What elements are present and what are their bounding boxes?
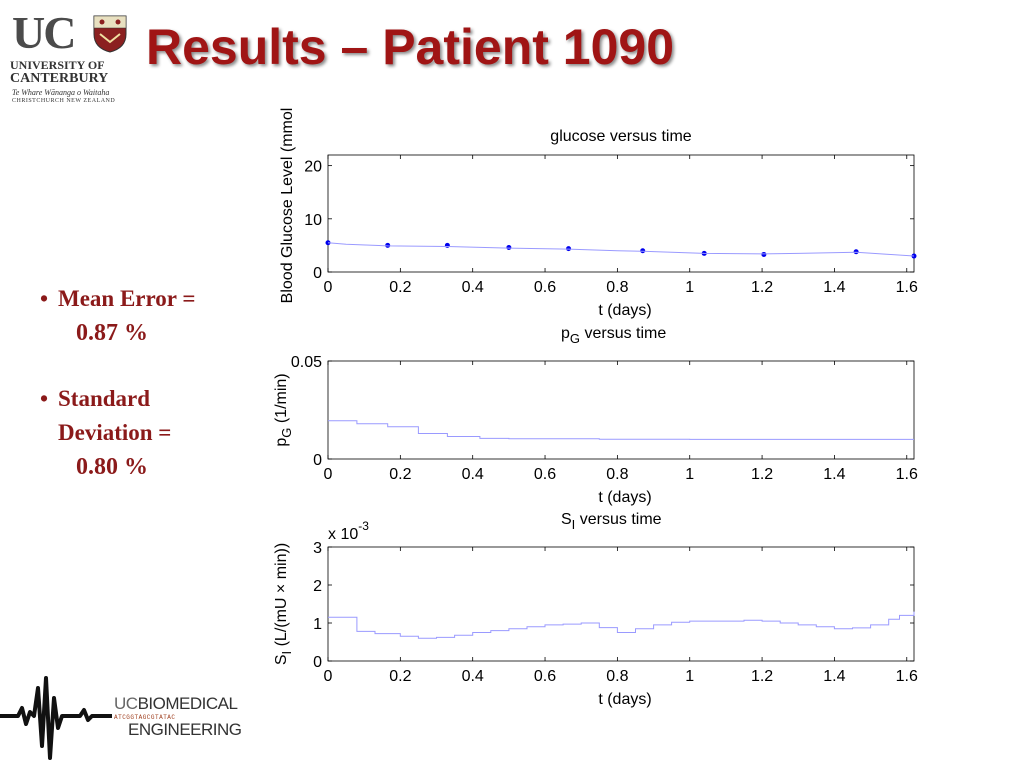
y-tick-label: 1 [313,616,322,633]
data-point [444,242,450,248]
bullet-std-dev-value: 0.80 % [76,454,148,480]
y-axis-label: Blood Glucose Level (mmol [279,108,296,304]
data-point [911,253,917,259]
data-point [506,245,512,251]
x-tick-label: 1 [685,466,694,483]
data-point [701,250,707,256]
biomedical-logo-line2: ENGINEERING [128,720,242,739]
x-tick-label: 0.8 [606,466,628,483]
y-axis-label: SI (L/(mU × min)) [273,543,294,665]
data-point [566,246,572,252]
x-tick-label: 0.6 [534,279,556,296]
x-tick-label: 0.2 [389,466,411,483]
x-tick-label: 0 [324,279,333,296]
data-point [385,242,391,248]
chart-title: glucose versus time [550,128,691,145]
y-tick-label: 10 [304,212,322,229]
biomedical-logo: UCBIOMEDICAL ATCGGTAGCGTATAC ENGINEERING [0,668,242,768]
y-tick-label: 0 [313,654,322,671]
x-tick-label: 1.6 [896,279,918,296]
x-axis-label: t (days) [598,691,651,708]
step-line [328,611,915,639]
uc-logo-maori: Te Whare Wānanga o Waitaha [12,88,110,97]
x-tick-label: 0 [324,668,333,685]
y-exponent-label: x 10-3 [328,519,369,543]
uc-crest-icon [93,15,127,53]
step-line [328,420,914,440]
uc-name-line1: UNIVERSITY OF [10,58,105,72]
x-tick-label: 1.2 [751,466,773,483]
heartbeat-icon [0,676,112,760]
x-tick-label: 1.2 [751,668,773,685]
chart-title: SI versus time [561,511,662,532]
data-point [325,240,331,246]
biomedical-logo-title: UCBIOMEDICAL [114,694,238,714]
bullet-dot: • [40,386,49,411]
uc-logo-letters: UC [12,7,76,58]
biomedical-logo-line1: BIOMEDICAL [137,694,238,713]
x-tick-label: 0.4 [462,466,484,483]
bullet-std-dev-label-line2: Deviation = [58,420,172,445]
x-tick-label: 1.4 [823,466,845,483]
plot-frame-1 [327,154,915,273]
x-tick-label: 1 [685,279,694,296]
x-tick-label: 0.6 [534,668,556,685]
bullet-std-dev-label-line1: Standard [58,386,151,411]
y-tick-label: 0 [313,452,322,469]
x-tick-label: 0.2 [389,668,411,685]
x-tick-label: 0.2 [389,279,411,296]
x-tick-label: 1 [685,668,694,685]
bullet-dot: • [40,286,49,311]
x-tick-label: 1.4 [823,279,845,296]
fit-line [327,242,915,257]
x-axis-label: t (days) [598,489,651,506]
bullet-mean-error-label: Mean Error = [58,286,196,311]
data-point [640,248,646,254]
data-point [761,251,767,257]
y-tick-label: 20 [304,159,322,176]
uc-logo: UC UNIVERSITY OF CANTERBURY Te Whare Wān… [8,10,128,105]
y-tick-label: 0 [313,265,322,282]
x-tick-label: 0.8 [606,668,628,685]
x-tick-label: 1.6 [896,466,918,483]
page-title: Results – Patient 1090 [146,19,675,75]
x-tick-label: 0.4 [462,668,484,685]
plot-frame-3 [327,546,915,662]
results-bullets: • Mean Error = 0.87 % • Standard Deviati… [40,282,260,484]
x-tick-label: 1.4 [823,668,845,685]
y-tick-label: 0.05 [291,354,322,371]
uc-name-line2: CANTERBURY [10,71,109,86]
plot-frame-2 [327,360,915,460]
y-tick-label: 3 [313,540,322,557]
uc-logo-city: CHRISTCHURCH NEW ZEALAND [12,98,116,104]
x-tick-label: 0.4 [462,279,484,296]
x-tick-label: 1.2 [751,279,773,296]
x-tick-label: 0 [324,466,333,483]
bullet-mean-error-value: 0.87 % [76,320,148,346]
x-tick-label: 0.8 [606,279,628,296]
x-tick-label: 0.6 [534,466,556,483]
y-tick-label: 2 [313,578,322,595]
x-tick-label: 1.6 [896,668,918,685]
uc-logo-name: UNIVERSITY OF CANTERBURY [10,58,132,86]
bullet-std-dev: • Standard Deviation = 0.80 % [40,382,260,484]
chart-title: pG versus time [561,325,666,346]
data-point [853,249,859,255]
biomedical-logo-uc: UC [114,694,138,713]
biomedical-logo-dna: ATCGGTAGCGTATAC [114,714,176,721]
y-axis-label: pG (1/min) [273,373,294,446]
x-axis-label: t (days) [598,302,651,319]
bullet-mean-error: • Mean Error = 0.87 % [40,282,260,350]
